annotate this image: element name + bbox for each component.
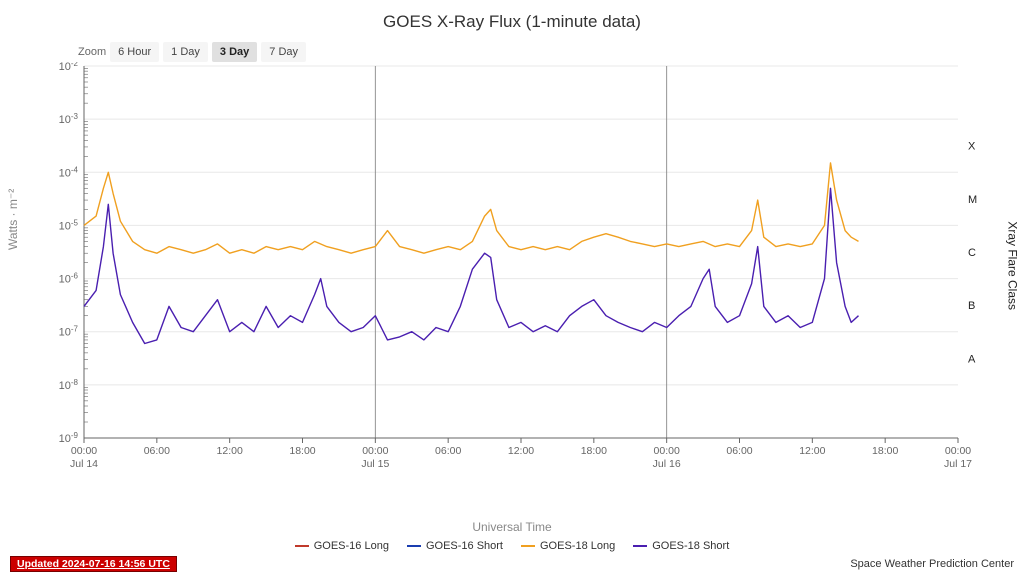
svg-text:06:00: 06:00 — [435, 445, 461, 457]
zoom-6hour[interactable]: 6 Hour — [110, 42, 159, 62]
svg-text:06:00: 06:00 — [726, 445, 752, 457]
swatch-icon — [295, 545, 309, 547]
svg-text:10-6: 10-6 — [59, 272, 79, 286]
svg-text:Jul 17: Jul 17 — [944, 458, 972, 470]
svg-text:10-7: 10-7 — [59, 325, 79, 339]
legend-goes18-short[interactable]: GOES-18 Short — [633, 540, 729, 552]
legend: GOES-16 Long GOES-16 Short GOES-18 Long … — [0, 540, 1024, 552]
svg-text:10-5: 10-5 — [59, 218, 79, 232]
svg-text:10-2: 10-2 — [59, 62, 79, 73]
svg-text:10-9: 10-9 — [59, 431, 79, 445]
credit-text: Space Weather Prediction Center — [850, 558, 1014, 570]
svg-text:10-4: 10-4 — [59, 165, 79, 179]
zoom-3day[interactable]: 3 Day — [212, 42, 257, 62]
legend-goes16-short[interactable]: GOES-16 Short — [407, 540, 503, 552]
svg-text:A: A — [968, 353, 976, 365]
svg-text:X: X — [968, 141, 976, 153]
swatch-icon — [407, 545, 421, 547]
svg-text:00:00: 00:00 — [945, 445, 971, 457]
updated-badge: Updated 2024-07-16 14:56 UTC — [10, 556, 177, 572]
svg-text:18:00: 18:00 — [872, 445, 898, 457]
zoom-7day[interactable]: 7 Day — [261, 42, 306, 62]
swatch-icon — [633, 545, 647, 547]
legend-goes18-long[interactable]: GOES-18 Long — [521, 540, 615, 552]
swatch-icon — [521, 545, 535, 547]
svg-text:Jul 15: Jul 15 — [361, 458, 389, 470]
y-axis-label: Watts · m⁻² — [6, 189, 20, 250]
chart-title: GOES X-Ray Flux (1-minute data) — [0, 0, 1024, 38]
svg-text:M: M — [968, 194, 977, 206]
zoom-bar: Zoom 6 Hour 1 Day 3 Day 7 Day — [78, 42, 306, 62]
svg-text:12:00: 12:00 — [508, 445, 534, 457]
svg-text:B: B — [968, 300, 975, 312]
zoom-1day[interactable]: 1 Day — [163, 42, 208, 62]
svg-text:06:00: 06:00 — [144, 445, 170, 457]
svg-text:12:00: 12:00 — [799, 445, 825, 457]
zoom-label: Zoom — [78, 46, 106, 58]
svg-text:18:00: 18:00 — [289, 445, 315, 457]
chart-area: 10-2 10-3 10-4 10-5 10-6 10-7 10-8 10-9 X M C B A 00:… — [48, 62, 988, 482]
svg-text:18:00: 18:00 — [581, 445, 607, 457]
svg-text:00:00: 00:00 — [654, 445, 680, 457]
svg-text:00:00: 00:00 — [362, 445, 388, 457]
svg-text:Jul 16: Jul 16 — [653, 458, 681, 470]
x-axis-label: Universal Time — [0, 520, 1024, 534]
svg-text:12:00: 12:00 — [217, 445, 243, 457]
chart-svg: 10-2 10-3 10-4 10-5 10-6 10-7 10-8 10-9 X M C B A 00:… — [48, 62, 988, 482]
svg-text:10-3: 10-3 — [59, 112, 79, 126]
svg-text:00:00: 00:00 — [71, 445, 97, 457]
svg-text:10-8: 10-8 — [59, 378, 79, 392]
y-axis-label-right: Xray Flare Class — [1006, 221, 1020, 310]
svg-text:C: C — [968, 247, 976, 259]
legend-goes16-long[interactable]: GOES-16 Long — [295, 540, 389, 552]
svg-text:Jul 14: Jul 14 — [70, 458, 98, 470]
